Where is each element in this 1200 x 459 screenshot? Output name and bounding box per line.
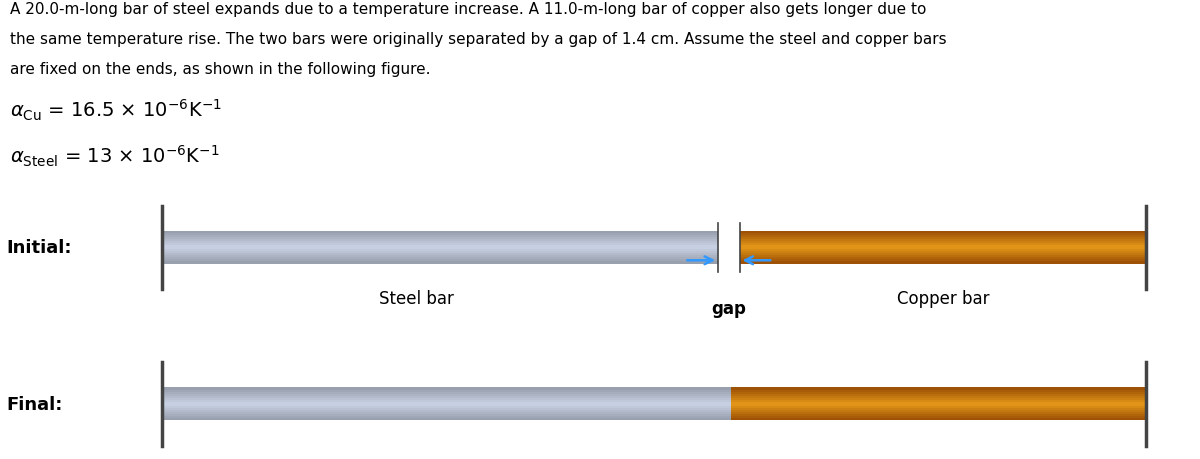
Bar	[739, 233, 1146, 236]
Bar	[162, 239, 718, 242]
Bar	[731, 405, 1146, 408]
Bar	[162, 405, 731, 408]
Bar	[162, 243, 718, 246]
Bar	[731, 392, 1146, 394]
Bar	[162, 389, 731, 392]
Bar	[731, 411, 1146, 414]
Bar	[731, 403, 1146, 406]
Bar	[731, 415, 1146, 418]
Bar	[162, 408, 731, 410]
Bar	[739, 231, 1146, 234]
Bar	[162, 409, 731, 412]
Bar	[162, 411, 731, 414]
Bar	[162, 418, 731, 420]
Bar	[731, 399, 1146, 402]
Bar	[739, 249, 1146, 252]
Bar	[731, 387, 1146, 390]
Text: gap: gap	[712, 299, 746, 317]
Bar	[162, 262, 718, 264]
Bar	[162, 237, 718, 240]
Bar	[162, 414, 731, 416]
Bar	[739, 237, 1146, 240]
Bar	[162, 247, 718, 250]
Bar	[162, 395, 731, 398]
Bar	[162, 235, 718, 238]
Text: are fixed on the ends, as shown in the following figure.: are fixed on the ends, as shown in the f…	[10, 62, 430, 77]
Bar	[739, 235, 1146, 238]
Bar	[731, 397, 1146, 400]
Bar	[739, 243, 1146, 246]
Text: $\alpha_\mathregular{Steel}$ = 13 $\times$ 10$^{-6}$K$^{-1}$: $\alpha_\mathregular{Steel}$ = 13 $\time…	[10, 144, 220, 169]
Bar	[162, 255, 718, 258]
Bar	[739, 252, 1146, 254]
Bar	[162, 403, 731, 406]
Bar	[739, 239, 1146, 242]
Bar	[731, 414, 1146, 416]
Bar	[162, 233, 718, 236]
Bar	[162, 393, 731, 396]
Text: Copper bar: Copper bar	[896, 290, 989, 308]
Bar	[739, 253, 1146, 256]
Bar	[731, 409, 1146, 412]
Bar	[162, 241, 718, 244]
Bar	[162, 252, 718, 254]
Text: Final:: Final:	[6, 395, 62, 413]
Bar	[739, 241, 1146, 244]
Bar	[162, 257, 718, 260]
Bar	[739, 257, 1146, 260]
Bar	[162, 387, 731, 390]
Bar	[162, 231, 718, 234]
Text: the same temperature rise. The two bars were originally separated by a gap of 1.: the same temperature rise. The two bars …	[10, 32, 947, 47]
Bar	[162, 259, 718, 262]
Bar	[162, 415, 731, 418]
Bar	[731, 408, 1146, 410]
Bar	[731, 418, 1146, 420]
Bar	[731, 395, 1146, 398]
Bar	[739, 247, 1146, 250]
Bar	[739, 262, 1146, 264]
Bar	[162, 402, 731, 404]
Bar	[739, 259, 1146, 262]
Bar	[739, 255, 1146, 258]
Text: Initial:: Initial:	[6, 239, 72, 257]
Bar	[731, 389, 1146, 392]
Bar	[739, 246, 1146, 248]
Text: $\alpha_\mathregular{Cu}$ = 16.5 $\times$ 10$^{-6}$K$^{-1}$: $\alpha_\mathregular{Cu}$ = 16.5 $\times…	[10, 98, 222, 123]
Bar	[162, 399, 731, 402]
Bar	[162, 392, 731, 394]
Bar	[162, 246, 718, 248]
Text: A 20.0-m-long bar of steel expands due to a temperature increase. A 11.0-m-long : A 20.0-m-long bar of steel expands due t…	[10, 2, 926, 17]
Bar	[731, 402, 1146, 404]
Bar	[162, 249, 718, 252]
Bar	[731, 393, 1146, 396]
Bar	[162, 397, 731, 400]
Text: Steel bar: Steel bar	[378, 290, 454, 308]
Bar	[162, 253, 718, 256]
